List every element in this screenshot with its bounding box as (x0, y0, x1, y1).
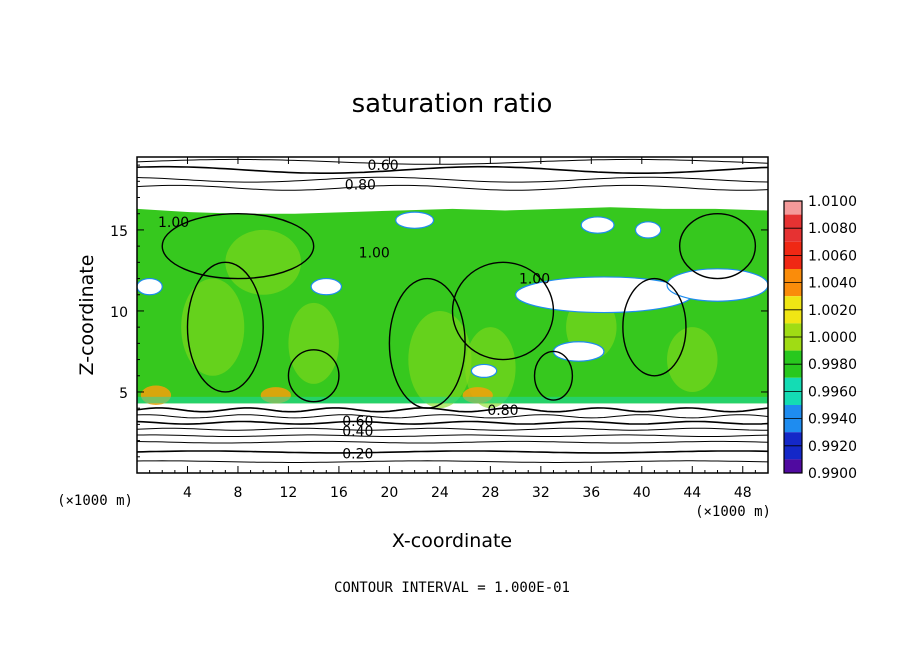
contour-line (136, 420, 769, 425)
contour-line (136, 165, 769, 174)
colorbar-swatch (784, 459, 802, 473)
supersaturated-patch (225, 229, 302, 295)
contour-line-1-00 (287, 349, 340, 403)
colorbar-label: 0.9960 (808, 384, 857, 400)
subsaturated-hole (580, 216, 615, 234)
colorbar-label: 0.9940 (808, 412, 857, 428)
subsaturated-hole (470, 363, 498, 378)
colorbar-label: 1.0100 (808, 194, 857, 210)
x-tick-label: 20 (380, 485, 398, 501)
x-axis-unit-left: (×1000 m) (57, 493, 133, 509)
contour-line (136, 407, 769, 413)
x-tick-label: 16 (330, 485, 348, 501)
subsaturated-hole (634, 221, 662, 239)
contour-label: 0.80 (487, 403, 518, 419)
colorbar-label: 1.0060 (808, 248, 857, 264)
x-axis-ticks: 4 8 12 16 20 24 28 32 36 40 44 48 (149, 157, 756, 501)
colorbar-label: 1.0080 (808, 221, 857, 237)
contour-label: 0.40 (342, 424, 373, 440)
y-axis-label: Z-coordinate (76, 255, 98, 376)
colorbar-label: 0.9900 (808, 466, 857, 482)
subsaturated-hole (310, 277, 343, 296)
contour-line-1-00 (451, 261, 555, 361)
x-tick-label: 40 (633, 485, 651, 501)
supersaturated-patch (288, 302, 339, 384)
contour-lines (136, 158, 769, 463)
y-tick-label: 5 (119, 386, 128, 402)
y-tick-label: 15 (110, 224, 128, 240)
contour-label: 1.00 (158, 215, 189, 231)
contour-line (136, 450, 769, 454)
chart-title: saturation ratio (352, 89, 553, 119)
y-tick-label: 10 (110, 305, 128, 321)
x-tick-label: 48 (734, 485, 752, 501)
contour-interval-note: CONTOUR INTERVAL = 1.000E-01 (334, 580, 570, 596)
colorbar: 1.0100 1.0080 1.0060 1.0040 1.0020 1.0000 0.99… (783, 194, 857, 482)
contour-line-1-00 (533, 350, 574, 401)
contour-label: 1.00 (519, 272, 550, 288)
x-axis-label: X-coordinate (392, 530, 512, 552)
contour-line-1-00 (622, 277, 687, 377)
contour-label: 0.60 (342, 414, 373, 430)
x-tick-label: 28 (481, 485, 499, 501)
colorbar-label: 1.0000 (808, 330, 857, 346)
x-tick-label: 24 (431, 485, 449, 501)
subsaturated-hole (395, 211, 435, 229)
supersaturated-patch (181, 278, 245, 376)
contour-line (136, 414, 769, 419)
supersaturated-patch (408, 310, 472, 409)
contour-line (136, 427, 768, 431)
contour-line (136, 460, 769, 463)
contour-line (136, 440, 769, 444)
subsaturated-hole (137, 277, 163, 296)
plot-area: 0.600.801.001.001.000.800.600.400.20 (136, 156, 769, 474)
y-axis-ticks: 5 10 15 (110, 164, 768, 458)
x-tick-label: 12 (280, 485, 298, 501)
contour-line-1-00 (678, 213, 757, 280)
contour-line-1-00 (161, 213, 315, 280)
cloud-base-edge (137, 396, 768, 404)
x-tick-label: 4 (183, 485, 192, 501)
x-tick-label: 36 (582, 485, 600, 501)
x-tick-label: 32 (532, 485, 550, 501)
colorbar-label: 0.9980 (808, 357, 857, 373)
contour-line (137, 434, 769, 437)
supersaturated-patch (667, 327, 718, 392)
contour-line (136, 184, 769, 191)
colorbar-swatch (784, 201, 802, 215)
colorbar-label: 1.0020 (808, 303, 857, 319)
x-axis-unit-right: (×1000 m) (695, 504, 771, 520)
x-tick-label: 8 (233, 485, 242, 501)
colorbar-label: 0.9920 (808, 439, 857, 455)
x-tick-label: 44 (683, 485, 701, 501)
contour-label: 1.00 (359, 246, 390, 262)
contour-label: 0.80 (345, 178, 376, 194)
contour-line-1-00 (186, 261, 264, 393)
contour-line (136, 176, 769, 183)
contour-labels: 0.600.801.001.001.000.800.600.400.20 (158, 158, 550, 462)
subsaturated-hole (666, 268, 768, 302)
contour-label: 0.60 (368, 158, 399, 174)
contour-label: 0.20 (342, 447, 373, 463)
colorbar-label: 1.0040 (808, 276, 857, 292)
subsaturated-hole (552, 341, 605, 362)
contour-line (136, 158, 769, 165)
